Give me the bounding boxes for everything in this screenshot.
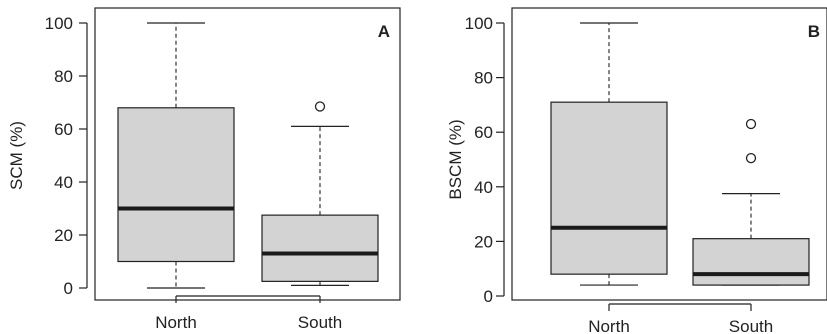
panel-label: B [808, 22, 820, 41]
y-tick-label: 80 [54, 67, 73, 86]
panel-b: 0 20 40 60 80 100 BSCM (%) B North South [446, 7, 827, 334]
box-south [261, 101, 379, 286]
outlier-point [745, 118, 757, 130]
iqr-box [117, 107, 235, 263]
plot-frame [511, 7, 827, 301]
panel-a: 0 20 40 60 80 100 SCM (%) A North South [7, 7, 401, 332]
iqr-box [692, 238, 810, 286]
y-tick-label: 0 [484, 287, 493, 306]
plot-frame [94, 7, 401, 301]
x-tick-label: South [298, 313, 342, 332]
y-tick-label: 0 [64, 279, 73, 298]
panel-label: A [378, 22, 390, 41]
x-tick-label: South [729, 317, 773, 334]
y-tick-label: 60 [54, 120, 73, 139]
y-tick-label: 100 [465, 14, 493, 33]
box-south [692, 118, 810, 286]
x-tick-label: North [588, 317, 630, 334]
x-tick-label: North [155, 313, 197, 332]
outlier-point [745, 152, 757, 164]
y-tick-label: 20 [474, 232, 493, 251]
iqr-box [550, 101, 668, 275]
box-north [117, 22, 235, 289]
y-axis-title: BSCM (%) [446, 119, 465, 199]
y-tick-label: 40 [54, 173, 73, 192]
iqr-box [261, 214, 379, 282]
y-tick-label: 40 [474, 178, 493, 197]
y-tick-label: 60 [474, 123, 493, 142]
y-tick-label: 100 [45, 14, 73, 33]
y-tick-label: 80 [474, 69, 493, 88]
y-tick-label: 20 [54, 226, 73, 245]
y-axis-title: SCM (%) [7, 121, 26, 190]
outlier-point [314, 101, 326, 112]
box-north [550, 22, 668, 286]
